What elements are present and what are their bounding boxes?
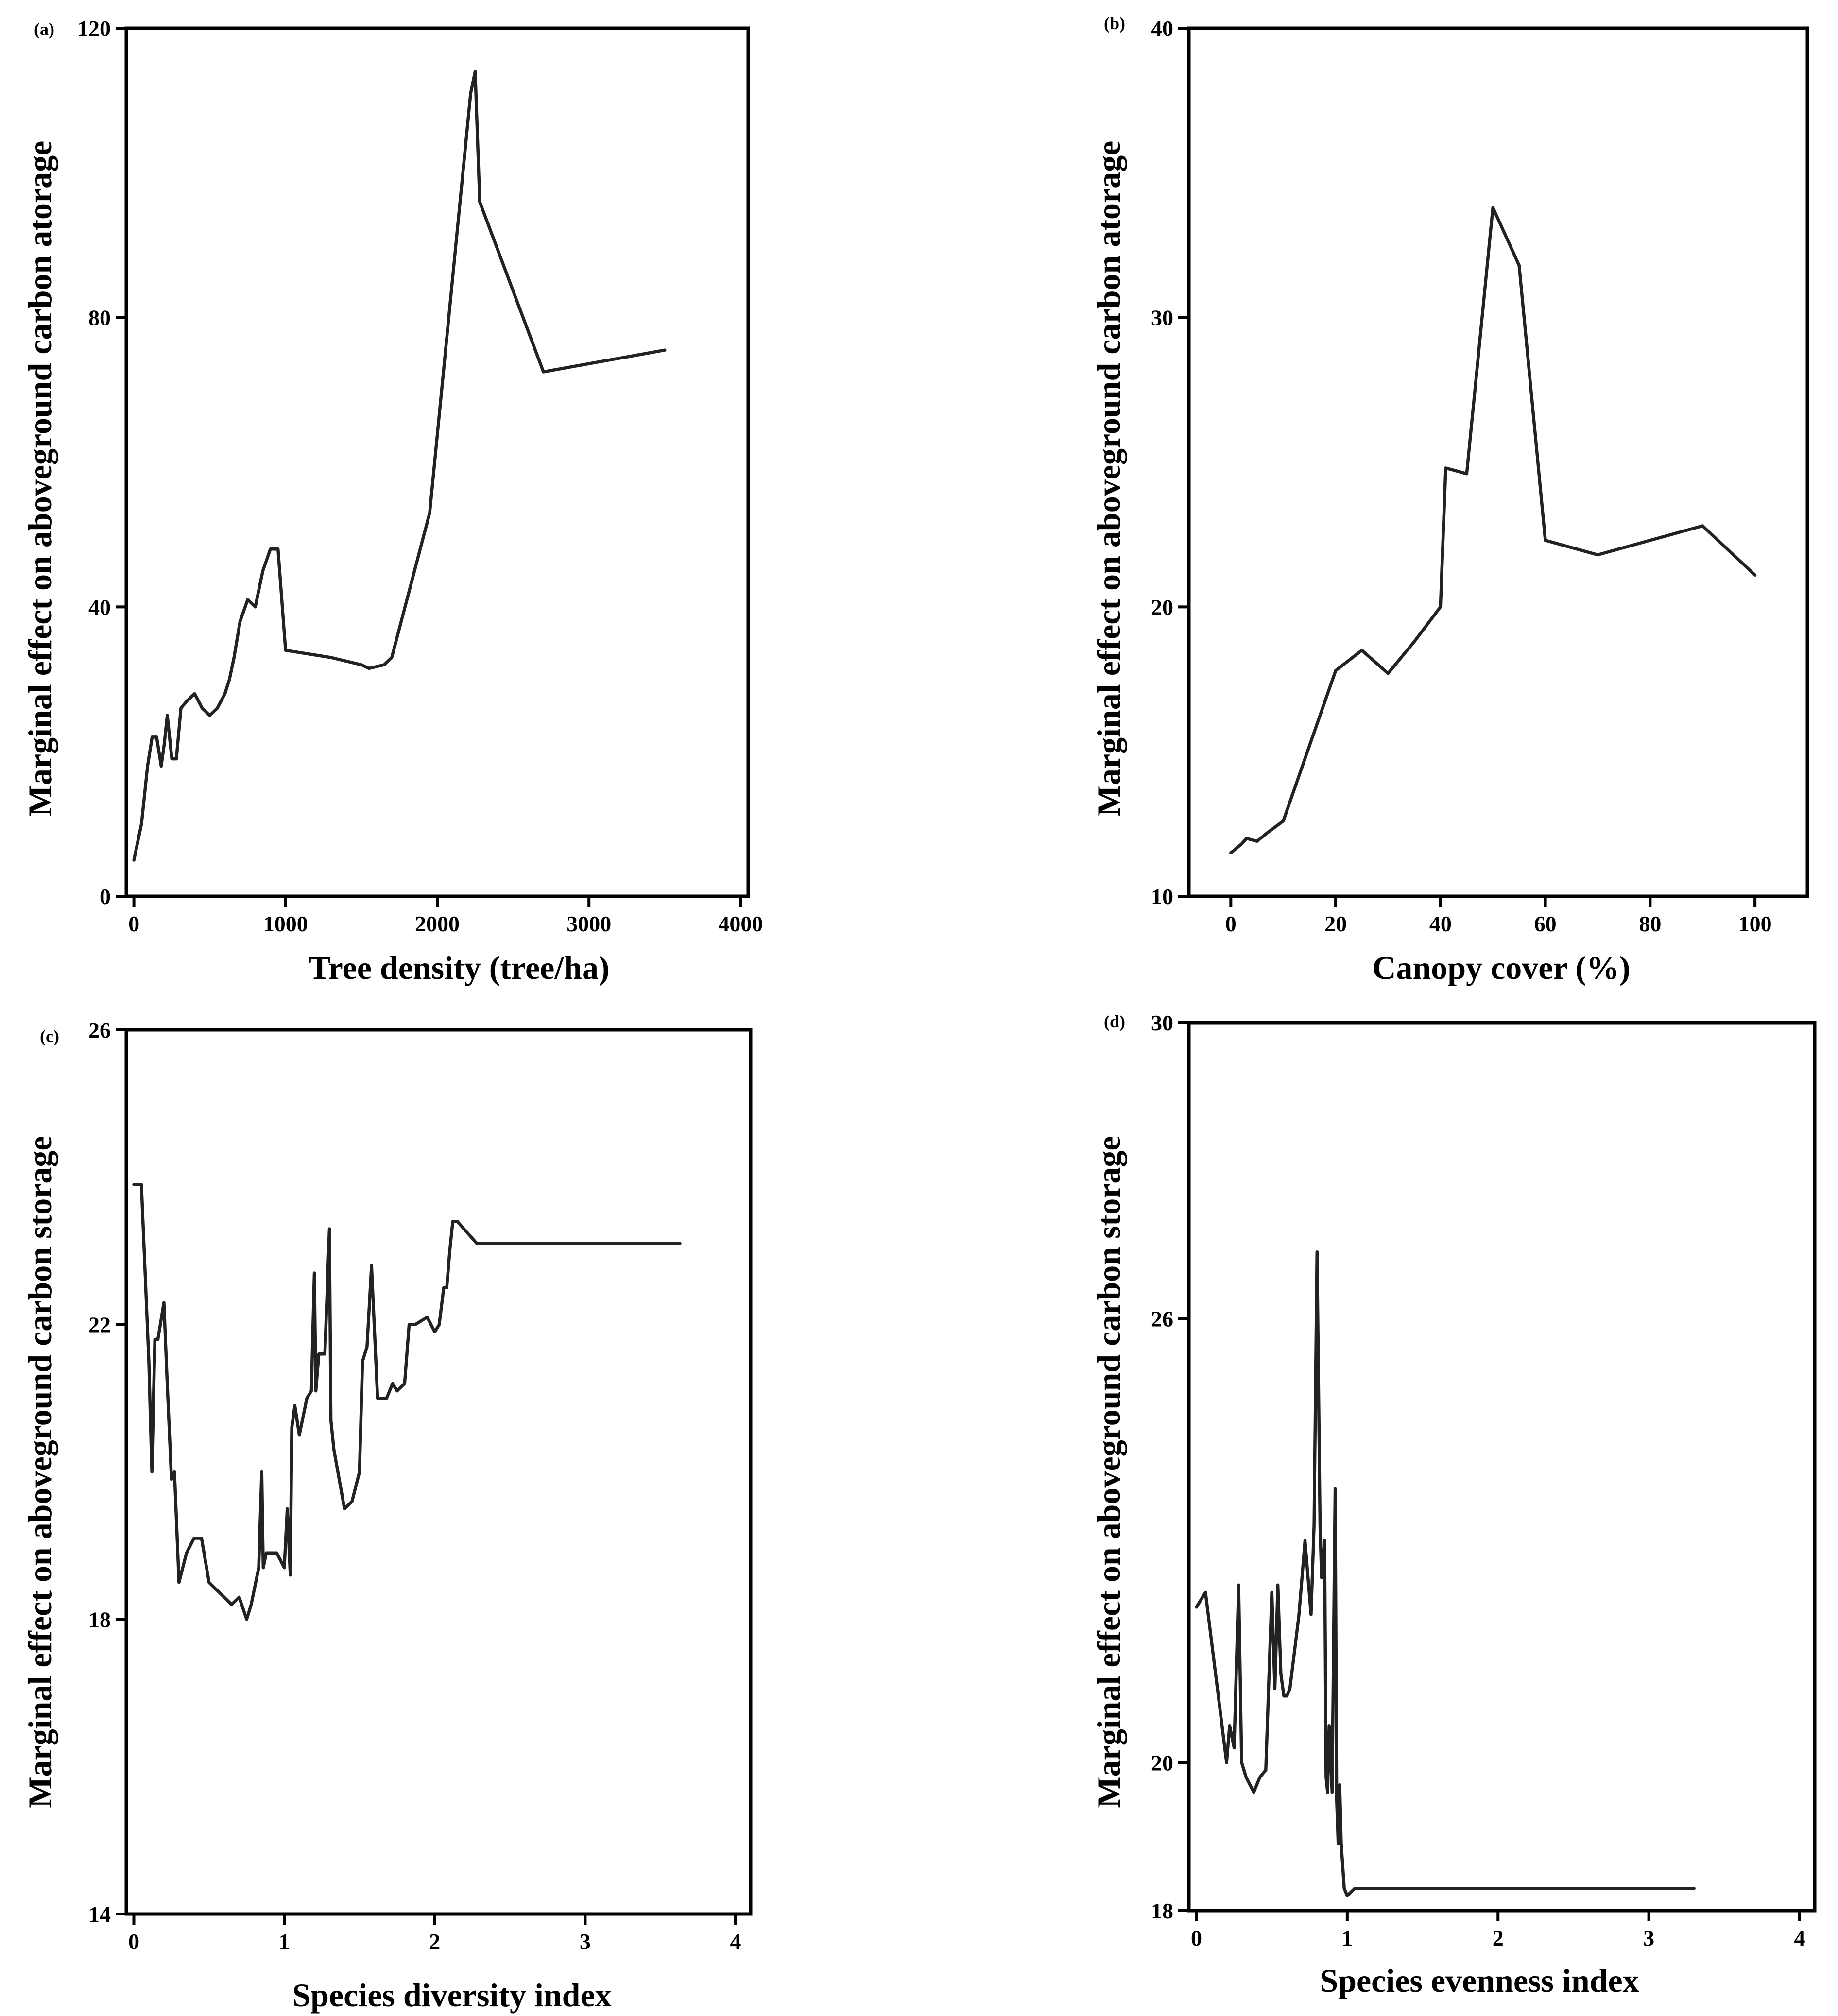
panel-c-x-tick-label: 3 xyxy=(580,1929,591,1954)
panel-b-y-axis-title: Marginal effect on aboveground carbon at… xyxy=(1090,141,1127,817)
panel-c-series-line xyxy=(132,1183,682,1621)
panel-c-x-axis-title: Species diversity index xyxy=(292,1977,611,2014)
panel-b-ticks: 0 20 40 60 80 100 10 20 30 40 xyxy=(1151,16,1772,936)
panel-a-y-tick-label: 80 xyxy=(88,306,111,330)
panel-d-x-tick-label: 3 xyxy=(1643,1926,1654,1950)
panel-c-x-tick-label: 1 xyxy=(279,1929,290,1954)
panel-d: 0 1 2 3 4 18 20 26 30 (d) Species evenness index… xyxy=(1090,1010,1817,1999)
panel-a-y-tick-label: 40 xyxy=(88,595,111,619)
panel-b-series-line xyxy=(1229,206,1757,854)
panel-c-y-tick-label: 26 xyxy=(88,1018,111,1042)
panel-d-x-tick-label: 0 xyxy=(1191,1926,1202,1950)
panel-d-y-tick-label: 20 xyxy=(1151,1750,1173,1775)
panel-c-frame xyxy=(124,1028,753,1916)
panel-d-x-axis-title: Species evenness index xyxy=(1320,1962,1639,1999)
panel-a-x-tick-label: 2000 xyxy=(415,911,460,936)
panel-a-frame xyxy=(124,26,750,898)
panel-d-y-tick-label: 18 xyxy=(1151,1898,1173,1923)
panel-a-x-tick-label: 3000 xyxy=(567,911,611,936)
panel-d-y-tick-label: 30 xyxy=(1151,1010,1173,1035)
panel-b-y-tick-label: 10 xyxy=(1151,884,1173,909)
panel-d-label: (d) xyxy=(1104,1012,1125,1031)
panel-b-x-tick-label: 60 xyxy=(1534,911,1557,936)
panel-b-x-axis-title: Canopy cover (%) xyxy=(1372,949,1630,986)
panel-b-y-tick-label: 40 xyxy=(1151,16,1173,41)
panel-d-frame xyxy=(1187,1021,1817,1913)
panel-c-x-tick-label: 4 xyxy=(730,1929,741,1954)
panel-a: 0 1000 2000 3000 4000 0 40 80 120 (a) Tree densi… xyxy=(21,16,763,986)
panel-a-label: (a) xyxy=(34,19,54,39)
panel-c: 0 1 2 3 4 14 18 22 26 (c) Species diversity inde… xyxy=(21,1018,753,2014)
panel-d-series-line xyxy=(1195,1250,1696,1897)
panel-b-x-tick-label: 40 xyxy=(1429,911,1452,936)
panel-d-ticks: 0 1 2 3 4 18 20 26 30 xyxy=(1151,1010,1805,1950)
panel-a-y-tick-label: 120 xyxy=(77,16,111,41)
panel-b-y-tick-label: 30 xyxy=(1151,306,1173,330)
panel-c-ticks: 0 1 2 3 4 14 18 22 26 xyxy=(88,1018,741,1954)
panel-a-x-tick-label: 4000 xyxy=(718,911,763,936)
panel-c-x-tick-label: 2 xyxy=(429,1929,440,1954)
panel-c-x-tick-label: 0 xyxy=(128,1929,139,1954)
panel-b-label: (b) xyxy=(1104,14,1125,33)
panel-b-x-tick-label: 100 xyxy=(1738,911,1772,936)
panel-a-y-tick-label: 0 xyxy=(100,884,111,909)
panel-c-y-tick-label: 18 xyxy=(88,1607,111,1632)
panel-c-y-tick-label: 22 xyxy=(88,1313,111,1337)
panel-b: 0 20 40 60 80 100 10 20 30 40 (b) Canopy cover (%… xyxy=(1090,14,1809,986)
panel-b-x-tick-label: 0 xyxy=(1225,911,1237,936)
panel-d-y-axis-title: Marginal effect on aboveground carbon st… xyxy=(1090,1136,1127,1808)
panel-d-y-tick-label: 26 xyxy=(1151,1306,1173,1331)
panel-b-x-tick-label: 80 xyxy=(1639,911,1661,936)
panel-b-y-tick-label: 20 xyxy=(1151,595,1173,619)
panel-d-x-tick-label: 1 xyxy=(1341,1926,1353,1950)
panel-a-x-axis-title: Tree density (tree/ha) xyxy=(309,949,609,986)
panel-a-series-line xyxy=(132,70,667,862)
panel-d-x-tick-label: 2 xyxy=(1493,1926,1504,1950)
panel-a-y-axis-title: Marginal effect on aboveground carbon at… xyxy=(21,141,58,817)
panel-a-x-tick-label: 1000 xyxy=(263,911,308,936)
panel-d-x-tick-label: 4 xyxy=(1794,1926,1805,1950)
panel-c-y-axis-title: Marginal effect on aboveground carbon st… xyxy=(21,1136,58,1808)
panel-a-ticks: 0 1000 2000 3000 4000 0 40 80 120 xyxy=(77,16,763,936)
panel-b-x-tick-label: 20 xyxy=(1324,911,1347,936)
panel-b-frame xyxy=(1187,26,1809,898)
panel-a-x-tick-label: 0 xyxy=(128,911,139,936)
panel-c-label: (c) xyxy=(40,1026,59,1046)
panel-c-y-tick-label: 14 xyxy=(88,1902,111,1927)
